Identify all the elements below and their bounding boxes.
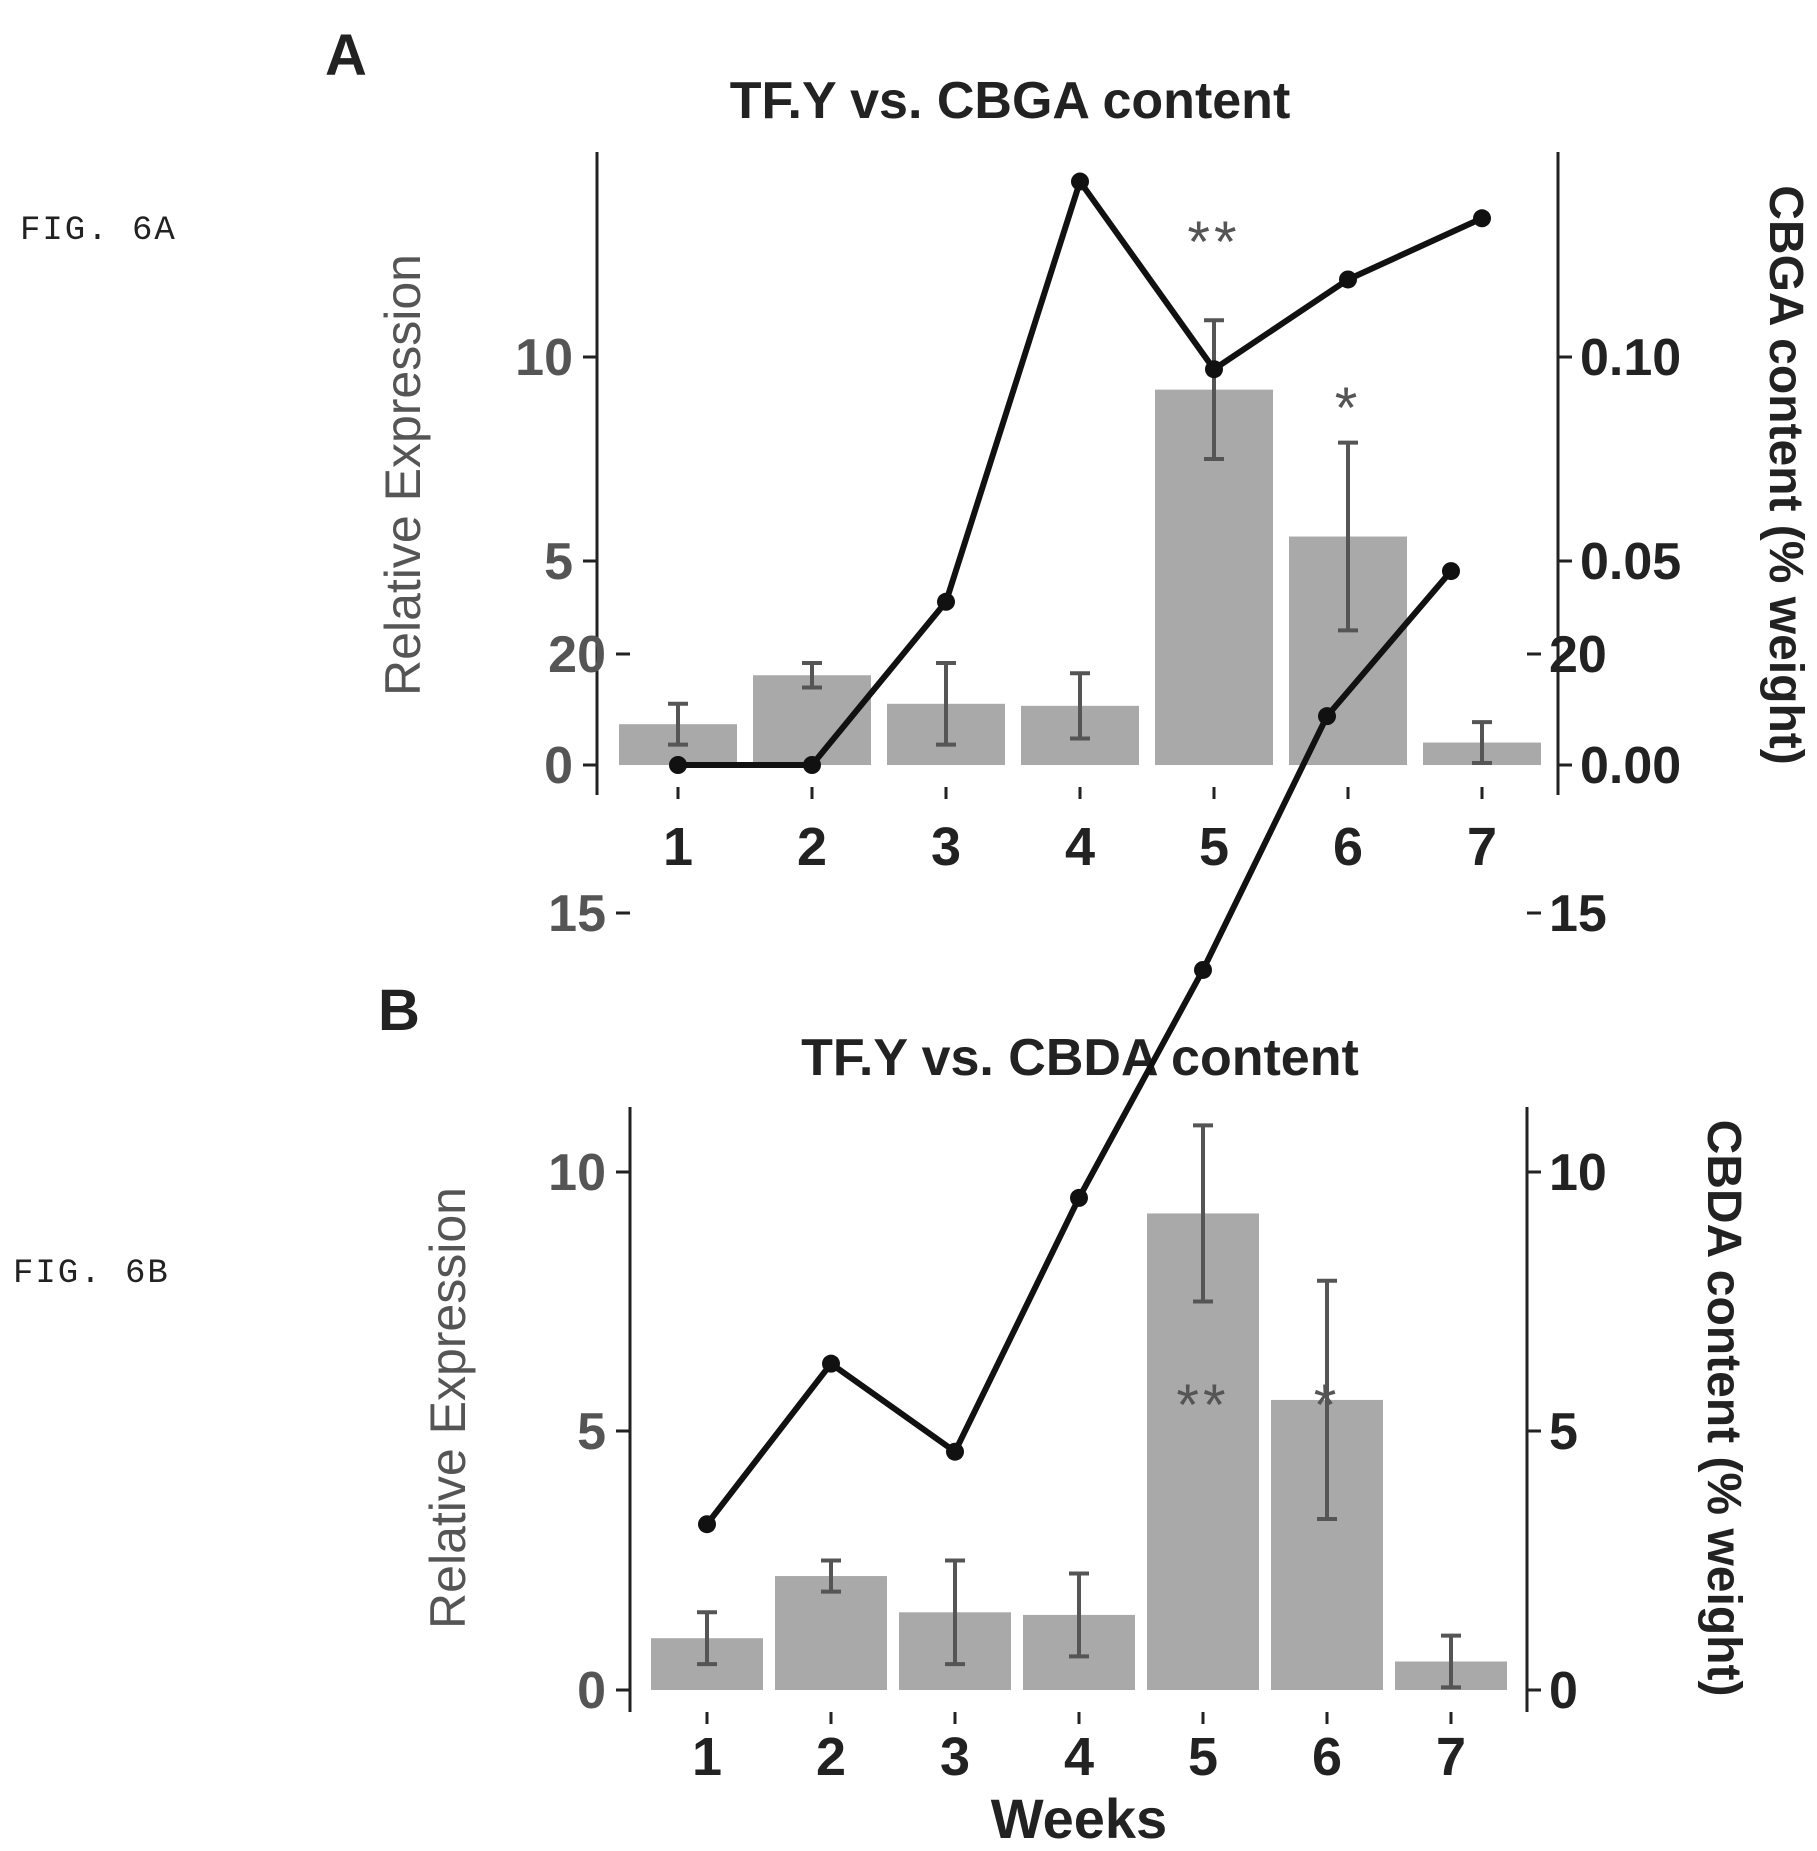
x-tick-label: 7 — [1467, 817, 1497, 877]
x-tick-label: 7 — [1436, 1727, 1466, 1787]
chart-title: TF.Y vs. CBDA content — [801, 1029, 1359, 1087]
y-axis-title-left: Relative Expression — [420, 1187, 476, 1629]
fig-6a-label: FIG. 6A — [20, 212, 177, 250]
content-point — [669, 756, 687, 774]
y-tick-label-left: 20 — [548, 626, 606, 684]
content-point — [698, 1515, 716, 1534]
x-axis-title: Weeks — [991, 1787, 1167, 1850]
x-tick-label: 3 — [940, 1727, 970, 1787]
y-tick-label-left: 5 — [577, 1403, 606, 1461]
content-point — [1071, 172, 1089, 191]
content-point — [803, 756, 821, 774]
x-tick-label: 4 — [1065, 817, 1095, 877]
x-tick-label: 5 — [1199, 817, 1229, 877]
y-axis-title-left: Relative Expression — [375, 254, 431, 696]
y-tick-label-left: 0 — [577, 1662, 606, 1720]
x-tick-label: 2 — [816, 1727, 846, 1787]
x-tick-label: 6 — [1312, 1727, 1342, 1787]
y-tick-label-left: 10 — [515, 329, 573, 387]
content-point — [937, 592, 955, 611]
content-point — [1194, 960, 1212, 979]
y-tick-label-right: 0.10 — [1580, 329, 1681, 387]
fig-6b-label: FIG. 6B — [13, 1255, 170, 1293]
y-tick-label-left: 10 — [548, 1144, 606, 1202]
x-tick-label: 1 — [692, 1727, 722, 1787]
significance-mark: ** — [1176, 1373, 1229, 1438]
y-tick-label-right: 15 — [1549, 885, 1607, 943]
bar — [775, 1576, 887, 1690]
content-point — [946, 1442, 964, 1461]
panel-label: A — [325, 23, 367, 88]
y-tick-label-left: 15 — [548, 885, 606, 943]
y-tick-label-left: 5 — [544, 533, 573, 591]
content-point — [1473, 209, 1491, 228]
y-tick-label-right: 0.05 — [1580, 533, 1681, 591]
y-axis-title-right: CBDA content (% weight) — [1697, 1120, 1750, 1697]
y-tick-label-right: 5 — [1549, 1403, 1578, 1461]
significance-mark: * — [1335, 376, 1362, 441]
y-tick-label-right: 0.00 — [1580, 737, 1681, 795]
y-tick-label-right: 0 — [1549, 1662, 1578, 1720]
chart-title: TF.Y vs. CBGA content — [730, 72, 1291, 130]
y-tick-label-right: 20 — [1549, 626, 1607, 684]
y-axis-title-right: CBGA content (% weight) — [1759, 185, 1812, 765]
x-tick-label: 5 — [1188, 1727, 1218, 1787]
x-tick-label: 1 — [663, 817, 693, 877]
x-tick-label: 2 — [797, 817, 827, 877]
significance-mark: * — [1314, 1373, 1341, 1438]
content-point — [1205, 360, 1223, 379]
content-point — [1442, 562, 1460, 581]
x-tick-label: 6 — [1333, 817, 1363, 877]
significance-mark: ** — [1187, 210, 1240, 275]
y-tick-label-left: 0 — [544, 737, 573, 795]
x-tick-label: 4 — [1064, 1727, 1094, 1787]
content-point — [1318, 707, 1336, 726]
y-tick-label-right: 10 — [1549, 1144, 1607, 1202]
content-point — [1070, 1188, 1088, 1207]
panel-label: B — [378, 978, 420, 1043]
content-point — [822, 1354, 840, 1373]
content-point — [1339, 270, 1357, 289]
x-tick-label: 3 — [931, 817, 961, 877]
